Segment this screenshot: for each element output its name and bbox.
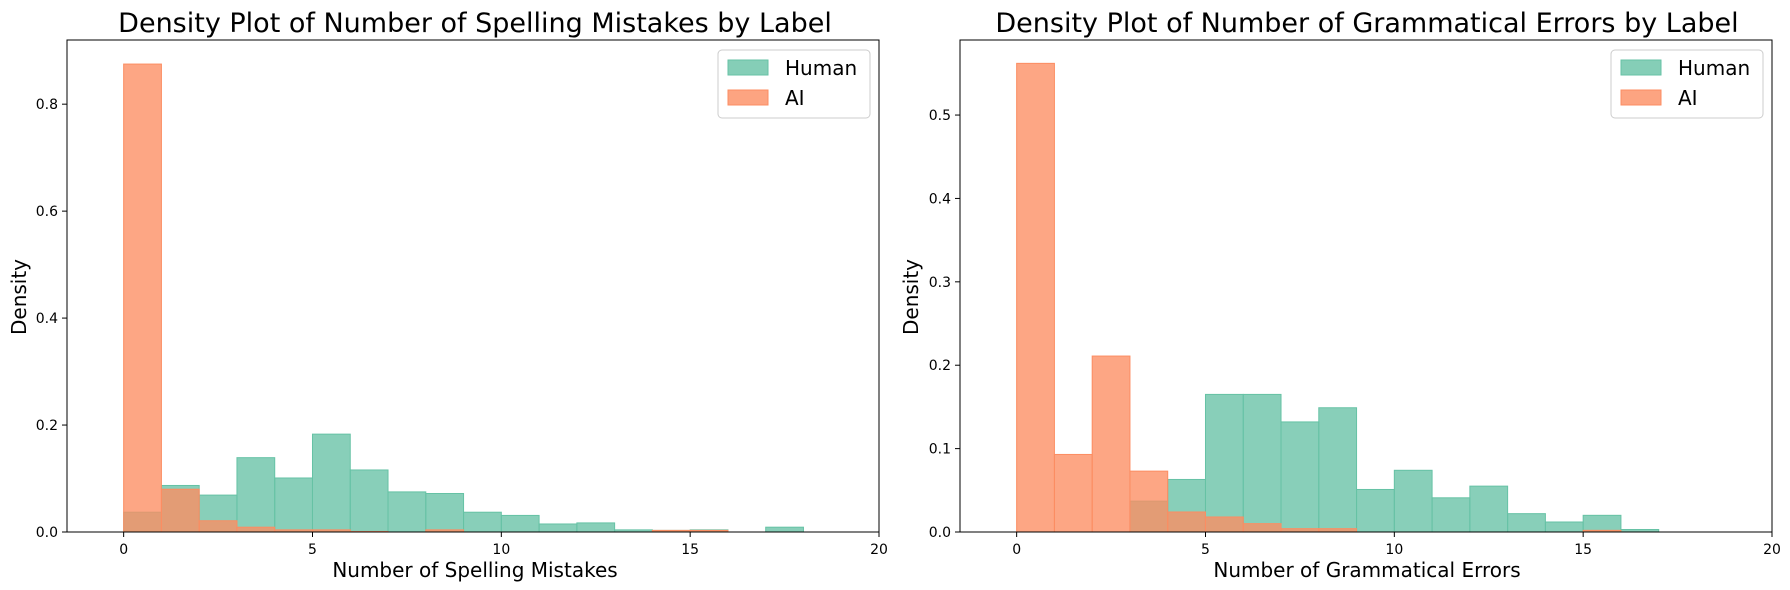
legend: Human AI (717, 49, 871, 119)
bar-human-11 (1431, 497, 1471, 533)
bar-human-4 (274, 477, 313, 533)
bar-ai-2 (198, 520, 238, 533)
bar-human-8 (1318, 407, 1358, 533)
y-tick-label: 0.1 (929, 442, 951, 458)
bar-ai-1 (160, 488, 200, 533)
legend-swatch-human (1620, 59, 1662, 76)
chart-title: Density Plot of Number of Grammatical Er… (995, 8, 1738, 39)
bar-human-12 (576, 522, 616, 533)
legend-swatch-ai (727, 89, 769, 106)
bar-human-7 (1280, 421, 1320, 533)
bar-human-6 (349, 469, 389, 533)
x-axis-label: Number of Spelling Mistakes (332, 558, 617, 582)
bar-human-15 (1582, 514, 1622, 533)
x-tick-label: 0 (119, 542, 128, 558)
bar-human-3 (236, 457, 276, 533)
bar-ai-0 (1016, 62, 1055, 533)
axes-frame (66, 39, 880, 533)
y-axis-label: Density (899, 259, 923, 335)
bar-human-9 (463, 511, 502, 533)
x-tick-label: 10 (492, 542, 510, 558)
bar-human-10 (1393, 469, 1433, 533)
bar-human-6 (1242, 393, 1282, 533)
legend-swatch-ai (1620, 89, 1662, 106)
x-tick-label: 5 (1201, 542, 1210, 558)
bar-ai-4 (1167, 511, 1206, 533)
bar-ai-7 (1280, 528, 1320, 533)
bar-ai-3 (236, 526, 276, 533)
chart-title: Density Plot of Number of Spelling Mista… (118, 8, 832, 39)
bar-ai-3 (1129, 470, 1169, 533)
y-tick-label: 0.0 (36, 525, 58, 541)
plot-area (123, 63, 804, 533)
y-tick-label: 0.4 (929, 191, 951, 207)
legend-swatch-human (727, 59, 769, 76)
bar-human-8 (425, 492, 465, 533)
bar-ai-6 (1242, 523, 1282, 533)
y-tick-label: 0.0 (929, 525, 951, 541)
grammatical-errors-panel: Density Plot of Number of Grammatical Er… (899, 8, 1781, 582)
x-tick-label: 15 (681, 542, 699, 558)
x-tick-label: 20 (1763, 542, 1781, 558)
y-tick-label: 0.5 (929, 108, 951, 124)
y-tick-label: 0.4 (36, 311, 58, 327)
legend-label-ai: AI (785, 86, 805, 110)
bar-ai-5 (1204, 516, 1244, 533)
bar-human-13 (1507, 513, 1546, 533)
y-tick-label: 0.6 (36, 204, 58, 220)
y-tick-label: 0.2 (36, 418, 58, 434)
y-tick-label: 0.8 (36, 97, 58, 113)
bar-ai-1 (1053, 453, 1093, 533)
bar-human-5 (1204, 393, 1244, 533)
bar-human-7 (387, 491, 427, 533)
spelling-mistakes-panel: Density Plot of Number of Spelling Mista… (7, 8, 888, 582)
legend-label-ai: AI (1678, 86, 1698, 110)
bar-human-10 (500, 514, 540, 533)
bar-human-9 (1356, 488, 1395, 533)
x-axis-label: Number of Grammatical Errors (1213, 558, 1520, 582)
bar-human-11 (538, 523, 578, 533)
legend-label-human: Human (1678, 56, 1750, 80)
y-tick-label: 0.2 (929, 358, 951, 374)
bar-human-5 (311, 433, 351, 533)
bar-ai-8 (1318, 528, 1358, 533)
bar-ai-2 (1091, 355, 1131, 533)
x-tick-label: 15 (1574, 542, 1592, 558)
y-axis-label: Density (7, 259, 31, 335)
legend: Human AI (1610, 49, 1764, 119)
x-tick-label: 20 (870, 542, 888, 558)
y-tick-label: 0.3 (929, 275, 951, 291)
x-tick-label: 0 (1012, 542, 1021, 558)
x-tick-label: 10 (1385, 542, 1403, 558)
bar-ai-0 (123, 63, 162, 533)
x-tick-label: 5 (308, 542, 317, 558)
bar-human-14 (1544, 521, 1584, 533)
axes-frame (959, 39, 1773, 533)
bar-human-12 (1469, 485, 1509, 533)
legend-label-human: Human (785, 56, 857, 80)
bar-human-17 (765, 526, 804, 533)
plot-area (1016, 62, 1660, 533)
